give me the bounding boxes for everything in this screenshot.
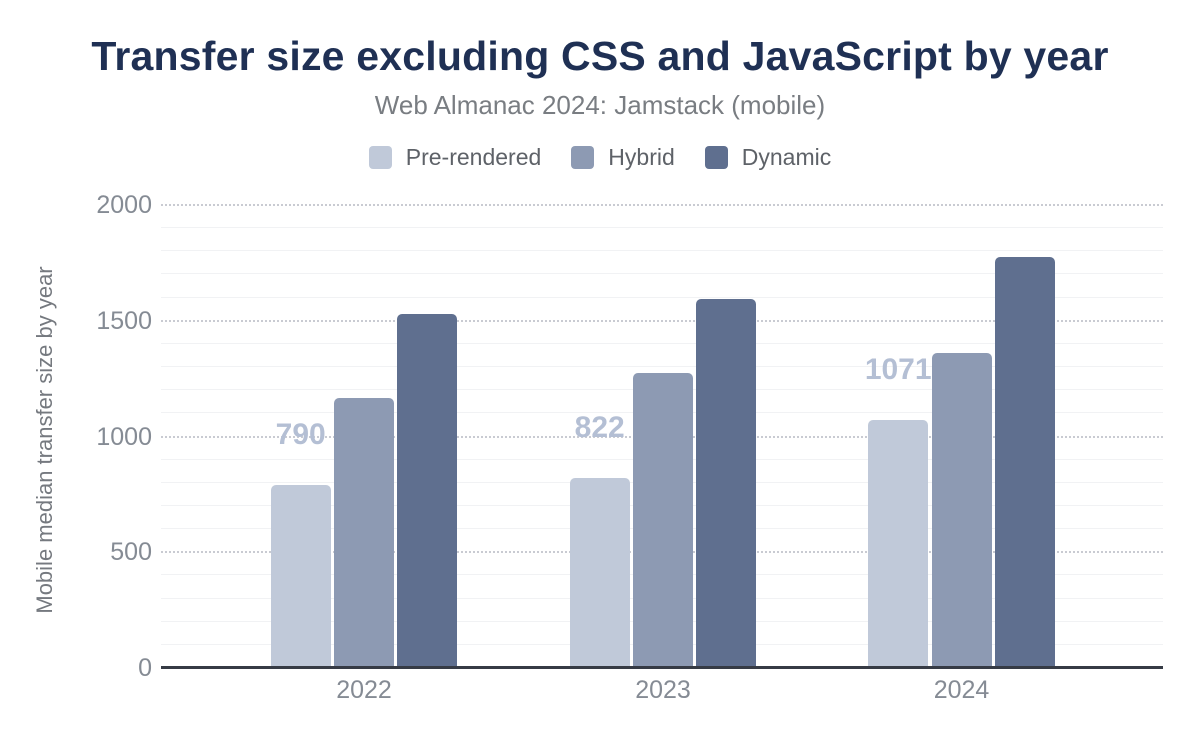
bar-2023-dynamic [696,298,757,668]
data-label-2022-pre-rendered: 790 [275,418,326,452]
chart-subtitle: Web Almanac 2024: Jamstack (mobile) [374,90,826,120]
legend-label-dynamic: Dynamic [741,143,832,170]
x-tick-label-2022: 2022 [336,676,392,704]
bar-2023-hybrid [633,372,693,668]
y-tick-label-1500: 1500 [96,306,152,335]
legend-item-dynamic[interactable]: Dynamic [704,143,832,171]
legend-item-hybrid[interactable]: Hybrid [571,143,675,171]
legend: Pre-rendered Hybrid Dynamic [0,141,1200,173]
gridline-minor-1300 [161,366,1163,368]
gridline-minor-1800 [161,250,1163,252]
data-label-2024-pre-rendered: 1071 [864,353,932,387]
legend-swatch-hybrid [571,145,595,169]
chart-title: Transfer size excluding CSS and JavaScri… [91,33,1109,79]
x-tick-label-2023: 2023 [635,676,691,704]
y-tick-label-2000: 2000 [96,191,152,219]
bar-2022-pre-rendered [270,485,331,668]
legend-swatch-dynamic [704,145,728,169]
y-tick-label-1000: 1000 [96,422,152,451]
gridline-minor-1900 [161,227,1163,229]
gridline-major-1500 [161,319,1163,322]
gridline-minor-1600 [161,296,1163,298]
legend-label-pre-rendered: Pre-rendered [405,143,542,170]
bar-2022-hybrid [334,398,394,668]
data-label-2023-pre-rendered: 822 [574,410,625,444]
x-axis-line [161,666,1163,669]
bar-2022-dynamic [397,313,458,668]
gridline-minor-1400 [161,342,1163,344]
bar-2024-dynamic [994,257,1055,668]
y-tick-label-500: 500 [110,538,152,567]
bar-2024-pre-rendered [868,420,929,668]
bar-2023-pre-rendered [569,477,630,668]
gridline-minor-1700 [161,273,1163,275]
gridline-major-2000 [161,204,1163,206]
legend-label-hybrid: Hybrid [608,143,675,170]
legend-swatch-pre-rendered [368,145,392,169]
legend-item-pre-rendered[interactable]: Pre-rendered [368,143,542,171]
x-tick-label-2024: 2024 [933,676,990,704]
y-tick-label-0: 0 [138,654,152,682]
bar-2024-hybrid [931,353,992,668]
y-axis-title: Mobile median transfer size by year [32,266,57,614]
